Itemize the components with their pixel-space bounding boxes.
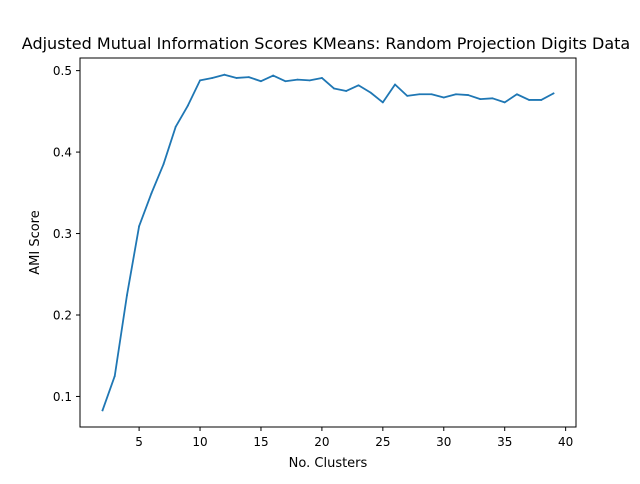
series-layer <box>101 73 555 412</box>
data-point <box>211 77 214 79</box>
y-tick-label: 0.2 <box>53 308 72 322</box>
data-point <box>345 90 348 92</box>
x-tick-label: 40 <box>558 435 573 449</box>
data-point <box>406 94 409 97</box>
plot-frame <box>79 57 577 428</box>
x-tick-label: 5 <box>135 435 143 449</box>
data-point <box>381 101 384 104</box>
data-point <box>479 98 482 101</box>
x-tick-label: 25 <box>375 435 390 449</box>
data-point <box>528 99 530 101</box>
data-point <box>552 92 555 95</box>
data-point <box>284 80 287 83</box>
data-point <box>430 93 433 96</box>
series-line <box>101 73 555 412</box>
data-point <box>503 101 506 104</box>
x-tick-label: 30 <box>436 435 451 449</box>
data-point <box>247 76 250 79</box>
data-point <box>162 163 165 166</box>
data-point <box>272 74 275 77</box>
data-point <box>235 77 238 79</box>
y-tick-label: 0.1 <box>53 390 72 404</box>
data-point <box>186 104 189 107</box>
data-point <box>199 79 201 82</box>
x-axis-label: No. Clusters <box>289 456 368 471</box>
data-point <box>308 79 311 82</box>
data-point <box>223 73 226 76</box>
axis-ticks: 5 10 15 20 25 30 35 40 0.1 0.2 0.3 0.4 0.5 <box>53 64 573 449</box>
data-point <box>150 192 153 195</box>
data-point <box>515 93 518 96</box>
data-point <box>296 78 299 81</box>
x-tick-label: 20 <box>314 435 329 449</box>
x-tick-label: 15 <box>253 435 268 449</box>
y-tick-label: 0.5 <box>53 64 72 78</box>
data-point <box>174 125 177 128</box>
data-point <box>138 225 141 228</box>
data-point <box>369 91 372 94</box>
x-tick-label: 35 <box>497 435 512 449</box>
y-tick-label: 0.3 <box>53 227 72 241</box>
data-point <box>455 93 457 96</box>
chart-title: Adjusted Mutual Information Scores KMean… <box>22 34 630 53</box>
x-tick-label: 10 <box>192 435 207 449</box>
data-point <box>540 99 543 101</box>
data-point <box>442 96 445 99</box>
data-point <box>418 93 421 96</box>
data-point <box>321 77 323 79</box>
data-point <box>333 87 335 90</box>
data-point <box>126 294 128 297</box>
y-axis-label: AMI Score <box>28 210 43 275</box>
data-point <box>357 84 360 87</box>
data-point <box>260 80 262 83</box>
data-point <box>491 97 494 100</box>
y-tick-label: 0.4 <box>53 146 72 160</box>
data-point <box>394 83 396 86</box>
data-point <box>113 375 116 377</box>
data-point <box>101 409 104 412</box>
data-point <box>467 94 470 96</box>
